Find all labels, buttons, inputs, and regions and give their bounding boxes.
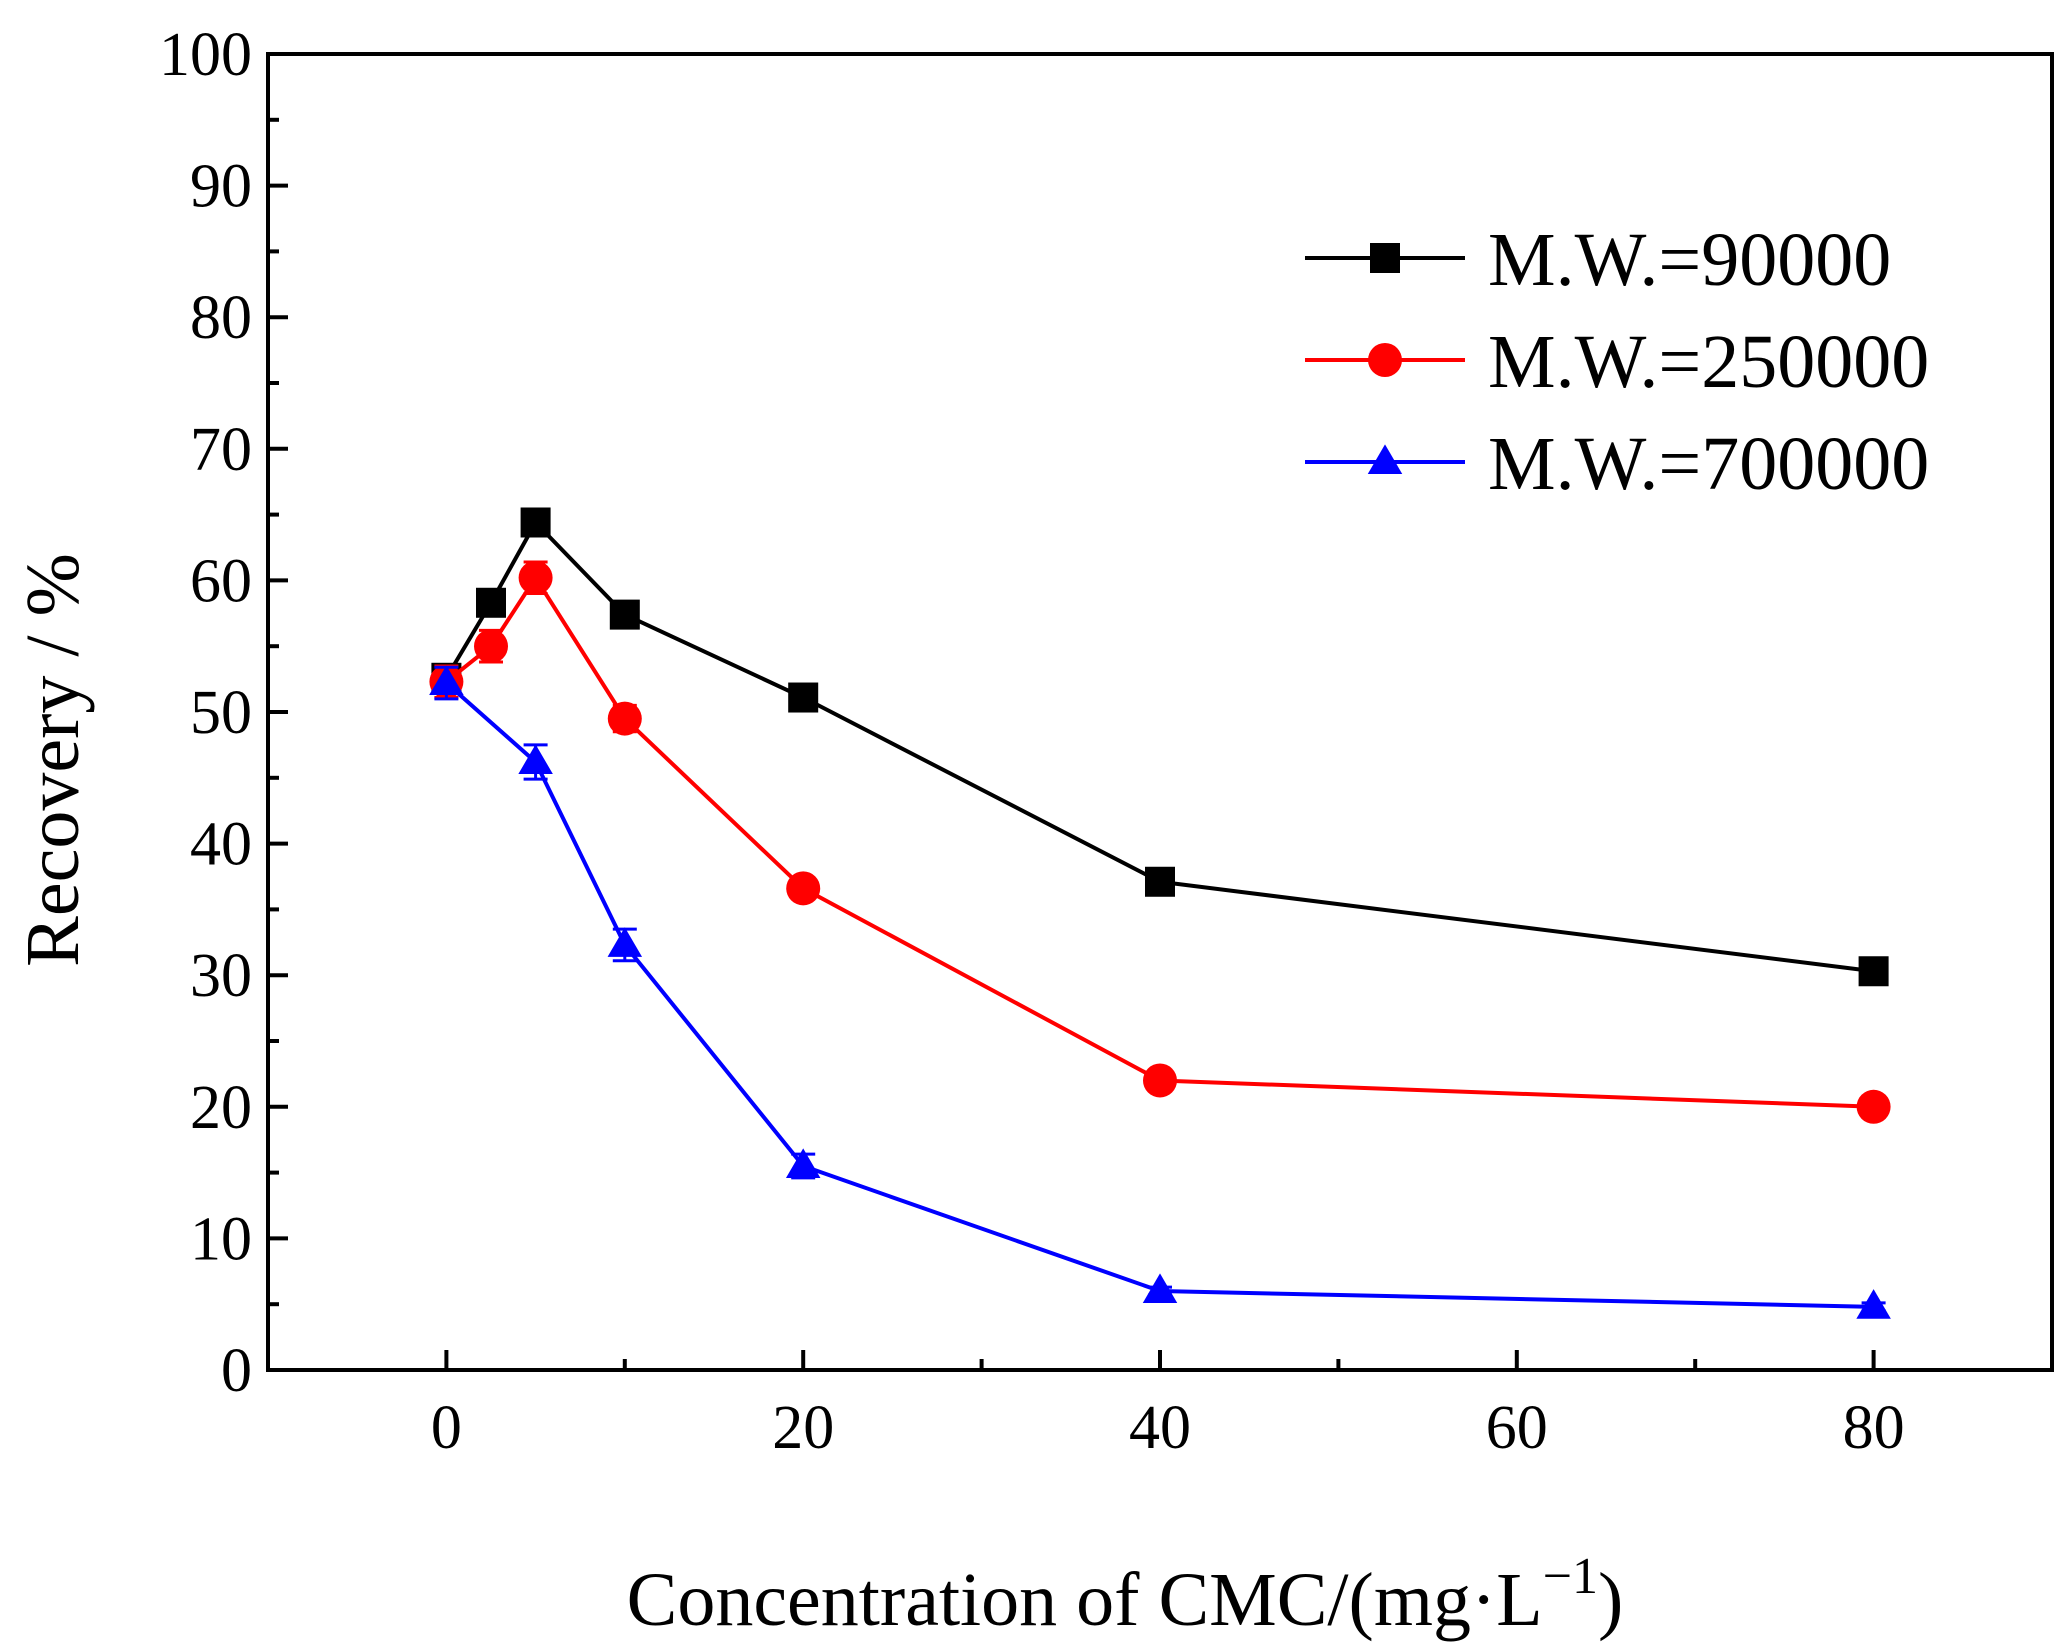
series-2	[429, 560, 1891, 1124]
y-tick-label: 40	[190, 811, 252, 879]
y-tick-label: 100	[159, 21, 252, 89]
legend-item-1: M.W.=90000	[1305, 218, 1891, 302]
legend-marker	[1370, 243, 1400, 273]
x-axis-title-close: )	[1598, 1558, 1623, 1642]
x-tick-label: 40	[1129, 1394, 1191, 1462]
x-axis-ticks: 0 20 40 60 80	[266, 1350, 2054, 1462]
y-tick-label: 20	[190, 1074, 252, 1142]
y-tick-label: 50	[190, 679, 252, 747]
legend-label: M.W.=250000	[1488, 320, 1929, 404]
x-tick-label: 0	[431, 1394, 462, 1462]
x-axis-title-superscript: −1	[1543, 1548, 1598, 1605]
legend-marker	[1368, 343, 1402, 377]
data-point	[1856, 1089, 1891, 1124]
data-point	[1145, 866, 1175, 897]
y-tick-label: 90	[190, 153, 252, 221]
data-point	[607, 927, 643, 957]
legend-label: M.W.=90000	[1488, 218, 1891, 302]
data-point	[788, 682, 819, 713]
y-tick-label: 60	[190, 547, 252, 615]
series-1	[431, 507, 1889, 987]
series-line	[445, 681, 1874, 1309]
series-line	[445, 575, 1874, 1109]
x-axis-title: Concentration of CMC/(mg·L−1)	[627, 1548, 1624, 1642]
y-tick-label: 10	[190, 1205, 252, 1273]
series-line	[444, 520, 1874, 974]
y-axis-title: Recovery / %	[11, 553, 95, 967]
data-point	[1856, 1289, 1891, 1319]
data-point	[520, 507, 551, 538]
legend-label: M.W.=700000	[1488, 422, 1929, 506]
data-point	[1142, 1273, 1178, 1304]
data-point	[518, 560, 553, 595]
data-point	[476, 587, 506, 618]
data-point	[786, 871, 821, 906]
legend-marker	[1367, 444, 1403, 474]
data-point	[785, 1148, 821, 1178]
data-point	[1858, 956, 1889, 987]
data-point	[1143, 1063, 1177, 1098]
legend-item-3: M.W.=700000	[1305, 422, 1929, 506]
y-tick-label: 30	[190, 942, 252, 1010]
series-3	[429, 665, 1891, 1319]
data-point	[474, 629, 508, 664]
legend-item-2: M.W.=250000	[1305, 320, 1929, 404]
x-tick-label: 60	[1486, 1394, 1548, 1462]
x-tick-label: 20	[772, 1394, 834, 1462]
data-point	[607, 701, 642, 736]
data-point	[429, 665, 464, 696]
data-point	[518, 744, 553, 774]
x-tick-label: 80	[1843, 1394, 1905, 1462]
y-tick-label: 0	[221, 1337, 252, 1405]
x-axis-title-main: Concentration of CMC/(mg·L	[627, 1558, 1543, 1642]
y-tick-label: 70	[190, 416, 252, 484]
data-point	[609, 599, 640, 630]
y-axis-ticks: 0 10 20 30 40 50 60 70 80 90 100	[159, 21, 288, 1405]
legend: M.W.=90000 M.W.=250000 M.W.=700000	[1305, 218, 1929, 506]
y-tick-label: 80	[190, 284, 252, 352]
series-layer	[429, 507, 1891, 1319]
